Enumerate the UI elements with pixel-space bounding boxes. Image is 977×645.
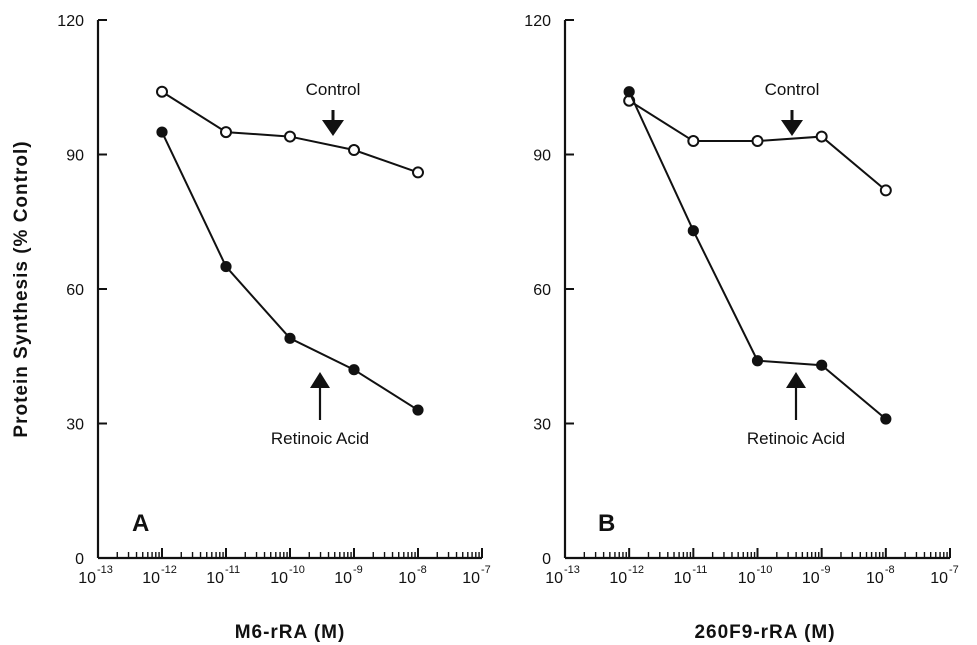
data-point-control xyxy=(751,135,764,148)
y-tick-label: 60 xyxy=(66,282,84,299)
x-tick-label-exponent: -11 xyxy=(692,564,707,576)
x-tick-label-base: 10 xyxy=(142,570,160,587)
y-tick-label: 0 xyxy=(75,551,84,568)
down-arrow-icon xyxy=(781,120,803,136)
x-tick-label-base: 10 xyxy=(930,570,948,587)
x-tick-label-base: 10 xyxy=(398,570,416,587)
annotation-control-label: Control xyxy=(306,80,361,99)
series-line-retinoic-acid xyxy=(161,131,419,411)
x-tick-label-base: 10 xyxy=(78,570,96,587)
x-tick-label-base: 10 xyxy=(802,570,820,587)
x-tick-label-base: 10 xyxy=(609,570,627,587)
y-tick-label: 30 xyxy=(66,417,84,434)
data-point-control xyxy=(156,85,168,98)
data-point-retinoic-acid xyxy=(623,86,635,98)
data-point-retinoic-acid xyxy=(220,260,232,273)
y-axis-title: Protein Synthesis (% Control) xyxy=(11,140,32,437)
x-axis-title: 260F9-rRA (M) xyxy=(694,622,835,643)
x-tick-label-exponent: -10 xyxy=(757,564,773,576)
x-tick-label-exponent: -7 xyxy=(481,564,491,576)
x-tick-label-exponent: -10 xyxy=(289,564,305,576)
data-point-retinoic-acid xyxy=(156,126,168,138)
y-tick-label: 0 xyxy=(542,551,551,568)
x-tick-label-exponent: -13 xyxy=(564,564,580,576)
x-tick-label-base: 10 xyxy=(270,570,288,587)
down-arrow-icon xyxy=(322,120,344,136)
panel-label: A xyxy=(132,510,149,537)
data-point-retinoic-acid xyxy=(816,359,828,371)
annotation-retinoic-acid-label: Retinoic Acid xyxy=(271,429,369,448)
x-tick-label-base: 10 xyxy=(334,570,352,587)
x-tick-label-exponent: -9 xyxy=(353,564,363,576)
annotation-control-label: Control xyxy=(765,80,820,99)
x-tick-label-exponent: -8 xyxy=(417,564,427,576)
y-tick-label: 120 xyxy=(524,13,551,30)
data-point-control xyxy=(687,135,700,148)
x-tick-label-base: 10 xyxy=(866,570,884,587)
y-tick-label: 30 xyxy=(533,417,551,434)
x-axis-title: M6-rRA (M) xyxy=(235,622,346,643)
x-tick-label-base: 10 xyxy=(674,570,692,587)
data-point-control xyxy=(220,126,232,139)
y-tick-label: 90 xyxy=(66,148,84,165)
x-tick-label-exponent: -11 xyxy=(225,564,240,576)
x-tick-label-exponent: -12 xyxy=(628,564,644,576)
data-point-retinoic-acid xyxy=(284,332,296,344)
x-tick-label-base: 10 xyxy=(206,570,224,587)
data-point-retinoic-acid xyxy=(348,364,360,376)
y-tick-label: 120 xyxy=(57,13,84,30)
data-point-retinoic-acid xyxy=(412,404,424,416)
annotation-retinoic-acid-label: Retinoic Acid xyxy=(747,429,845,448)
data-point-retinoic-acid xyxy=(687,225,699,237)
data-point-retinoic-acid xyxy=(880,413,892,425)
x-tick-label-base: 10 xyxy=(738,570,756,587)
data-point-retinoic-acid xyxy=(751,355,764,367)
data-point-control xyxy=(815,130,828,143)
x-tick-label-exponent: -7 xyxy=(949,564,959,576)
x-tick-label-exponent: -13 xyxy=(97,564,113,576)
x-tick-label-base: 10 xyxy=(545,570,563,587)
y-tick-label: 60 xyxy=(533,282,551,299)
data-point-control xyxy=(348,144,360,157)
x-tick-label-base: 10 xyxy=(462,570,480,587)
x-tick-label-exponent: -9 xyxy=(821,564,831,576)
x-tick-label-exponent: -8 xyxy=(885,564,895,576)
panel-label: B xyxy=(598,510,615,537)
y-tick-label: 90 xyxy=(533,148,551,165)
data-point-control xyxy=(284,130,296,143)
data-point-control xyxy=(412,166,424,179)
data-point-control xyxy=(879,184,892,197)
x-tick-label-exponent: -12 xyxy=(161,564,177,576)
